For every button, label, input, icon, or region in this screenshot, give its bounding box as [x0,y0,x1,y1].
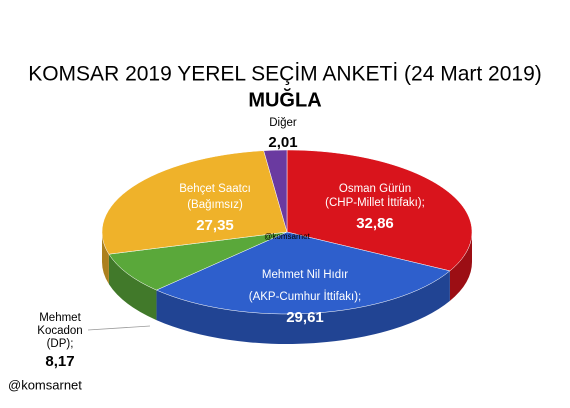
chart-subtitle: MUĞLA [248,87,321,111]
value-label: 29,61 [286,309,324,326]
value-label: 32,86 [356,215,394,232]
leader-line [87,325,151,331]
slice [286,149,473,272]
slice-label: (DP); [47,338,74,350]
slice [108,231,288,291]
value-label: 27,35 [196,217,234,234]
footer: @komsarnet [8,377,82,392]
slice-side [108,254,157,321]
slice-side [102,232,109,285]
slice-label: (CHP-Millet İttifakı); [325,196,425,209]
slice [155,231,451,315]
watermark: @komsarnet [264,232,310,241]
slice-label: Osman Gürün [339,183,411,195]
slice-side [449,232,472,301]
chart-title: KOMSAR 2019 YEREL SEÇİM ANKETİ (24 Mart … [28,63,542,86]
slice-label: Kocadon [37,325,82,337]
slice-side [156,270,450,344]
labels: @komsarnet Osman Gürün(CHP-Millet İttifak… [37,117,425,370]
slice-label: (AKP-Cumhur İttifakı); [249,290,361,303]
value-label: 2,01 [268,134,297,151]
value-label: 8,17 [45,353,74,370]
pie [101,149,473,344]
slice-label: Behçet Saatcı [179,183,251,195]
slice-label: (Bağımsız) [187,199,243,211]
slice-label: Diğer [269,117,297,129]
slice-label: Mehmet Nil Hıdır [262,269,348,281]
slice [101,150,288,255]
slice [263,149,288,233]
slice-label: Mehmet [39,312,81,324]
